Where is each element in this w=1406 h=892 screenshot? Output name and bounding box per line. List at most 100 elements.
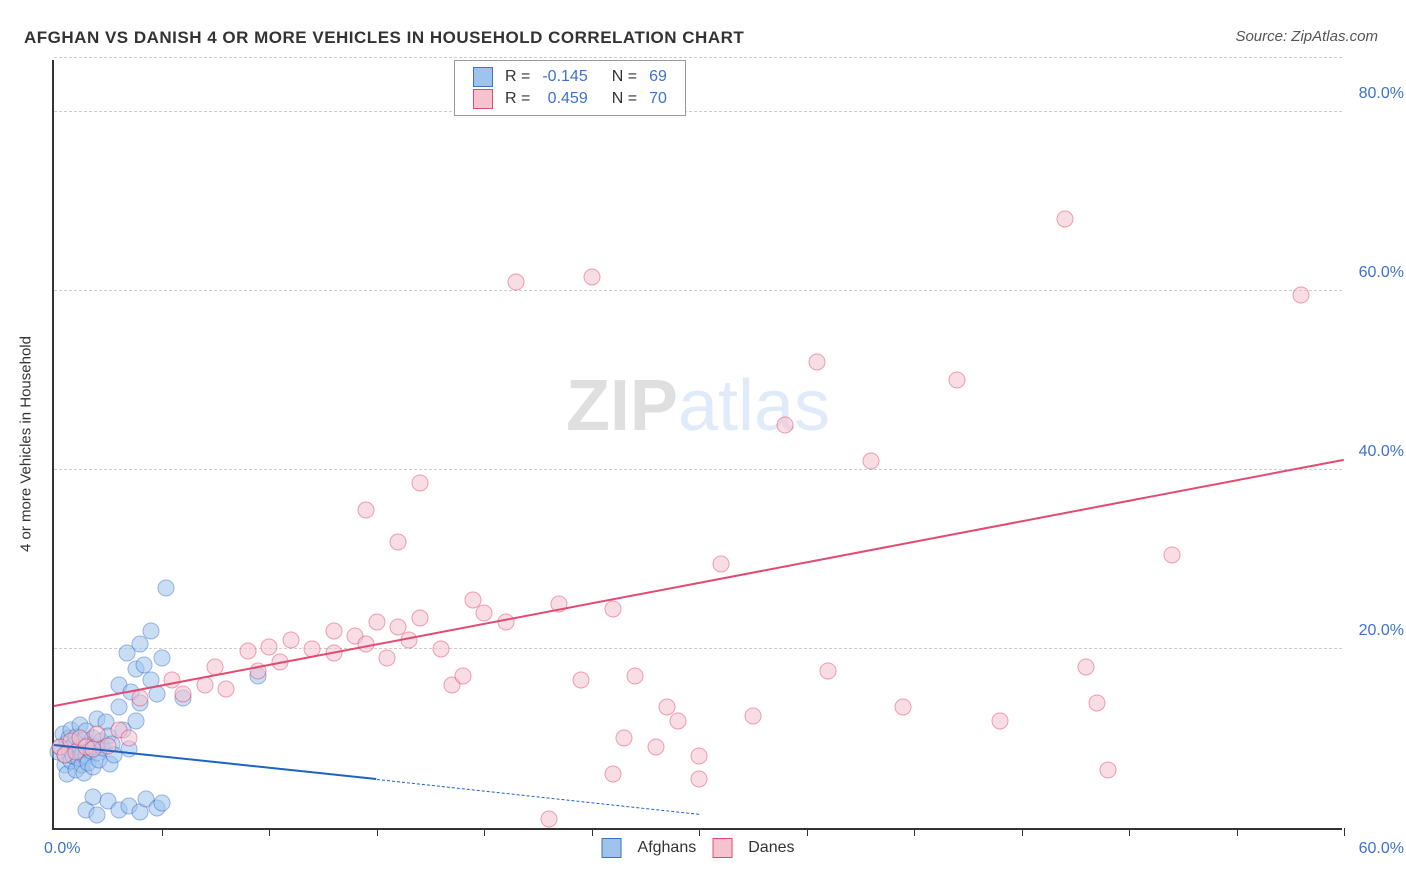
data-point: [175, 685, 192, 702]
data-point: [379, 649, 396, 666]
data-point: [895, 699, 912, 716]
data-point: [809, 354, 826, 371]
r-label: R =: [499, 66, 536, 88]
gridline: [54, 111, 1342, 112]
data-point: [411, 609, 428, 626]
data-point: [153, 649, 170, 666]
data-point: [626, 667, 643, 684]
x-tick: [807, 828, 808, 836]
x-tick: [914, 828, 915, 836]
x-tick: [377, 828, 378, 836]
data-point: [1164, 546, 1181, 563]
data-point: [476, 605, 493, 622]
data-point: [121, 730, 138, 747]
y-tick-label: 20.0%: [1359, 622, 1404, 640]
data-point: [157, 580, 174, 597]
data-point: [820, 663, 837, 680]
gridline: [54, 57, 1342, 58]
x-tick: [1344, 828, 1345, 836]
data-point: [508, 273, 525, 290]
x-tick: [592, 828, 593, 836]
data-point: [390, 533, 407, 550]
data-point: [1293, 287, 1310, 304]
n-value: 70: [643, 88, 673, 110]
data-point: [540, 811, 557, 828]
trend-line: [376, 779, 699, 815]
data-point: [949, 372, 966, 389]
y-tick-label: 60.0%: [1359, 264, 1404, 282]
legend-swatch: [473, 89, 493, 109]
y-tick-label: 80.0%: [1359, 85, 1404, 103]
data-point: [153, 794, 170, 811]
y-tick-label: 40.0%: [1359, 443, 1404, 461]
data-point: [127, 712, 144, 729]
source-attribution: Source: ZipAtlas.com: [1235, 28, 1378, 45]
n-value: 69: [643, 66, 673, 88]
r-value: -0.145: [536, 66, 593, 88]
gridline: [54, 290, 1342, 291]
data-point: [863, 452, 880, 469]
data-point: [744, 708, 761, 725]
y-axis-title: 4 or more Vehicles in Household: [18, 336, 35, 552]
x-tick: [1129, 828, 1130, 836]
data-point: [691, 748, 708, 765]
x-axis-max-label: 60.0%: [1359, 840, 1404, 858]
plot-area: 4 or more Vehicles in Household ZIPatlas…: [52, 60, 1342, 830]
data-point: [89, 806, 106, 823]
data-point: [357, 502, 374, 519]
data-point: [1088, 694, 1105, 711]
watermark-atlas: atlas: [678, 366, 830, 446]
r-label: R =: [499, 88, 536, 110]
data-point: [84, 788, 101, 805]
data-point: [777, 417, 794, 434]
data-point: [1099, 761, 1116, 778]
data-point: [572, 672, 589, 689]
data-point: [583, 269, 600, 286]
x-tick: [484, 828, 485, 836]
legend-swatch: [473, 67, 493, 87]
x-tick: [269, 828, 270, 836]
data-point: [218, 681, 235, 698]
data-point: [368, 614, 385, 631]
data-point: [497, 614, 514, 631]
legend-swatch: [602, 838, 622, 858]
data-point: [142, 623, 159, 640]
r-value: 0.459: [536, 88, 593, 110]
data-point: [669, 712, 686, 729]
n-label: N =: [606, 88, 643, 110]
data-point: [282, 631, 299, 648]
x-axis-min-label: 0.0%: [44, 840, 80, 858]
data-point: [1056, 211, 1073, 228]
legend-label: Afghans: [638, 839, 697, 856]
data-point: [992, 712, 1009, 729]
data-point: [605, 766, 622, 783]
data-point: [239, 642, 256, 659]
trend-line: [54, 459, 1344, 707]
data-point: [712, 555, 729, 572]
data-point: [325, 623, 342, 640]
data-point: [132, 690, 149, 707]
data-point: [691, 770, 708, 787]
data-point: [433, 640, 450, 657]
stats-row: R =0.459 N =70: [467, 88, 673, 110]
watermark: ZIPatlas: [566, 365, 830, 447]
series-legend: Afghans Danes: [594, 838, 803, 858]
data-point: [454, 667, 471, 684]
legend-swatch: [712, 838, 732, 858]
x-tick: [162, 828, 163, 836]
x-tick: [1022, 828, 1023, 836]
x-tick: [699, 828, 700, 836]
legend-label: Danes: [748, 839, 794, 856]
watermark-zip: ZIP: [566, 366, 678, 446]
data-point: [605, 600, 622, 617]
n-label: N =: [606, 66, 643, 88]
x-tick: [1237, 828, 1238, 836]
gridline: [54, 469, 1342, 470]
data-point: [411, 475, 428, 492]
data-point: [1078, 658, 1095, 675]
chart-title: AFGHAN VS DANISH 4 OR MORE VEHICLES IN H…: [24, 28, 744, 48]
data-point: [261, 639, 278, 656]
data-point: [110, 699, 127, 716]
stats-legend: R =-0.145 N =69 R =0.459 N =70: [454, 60, 686, 116]
stats-row: R =-0.145 N =69: [467, 66, 673, 88]
